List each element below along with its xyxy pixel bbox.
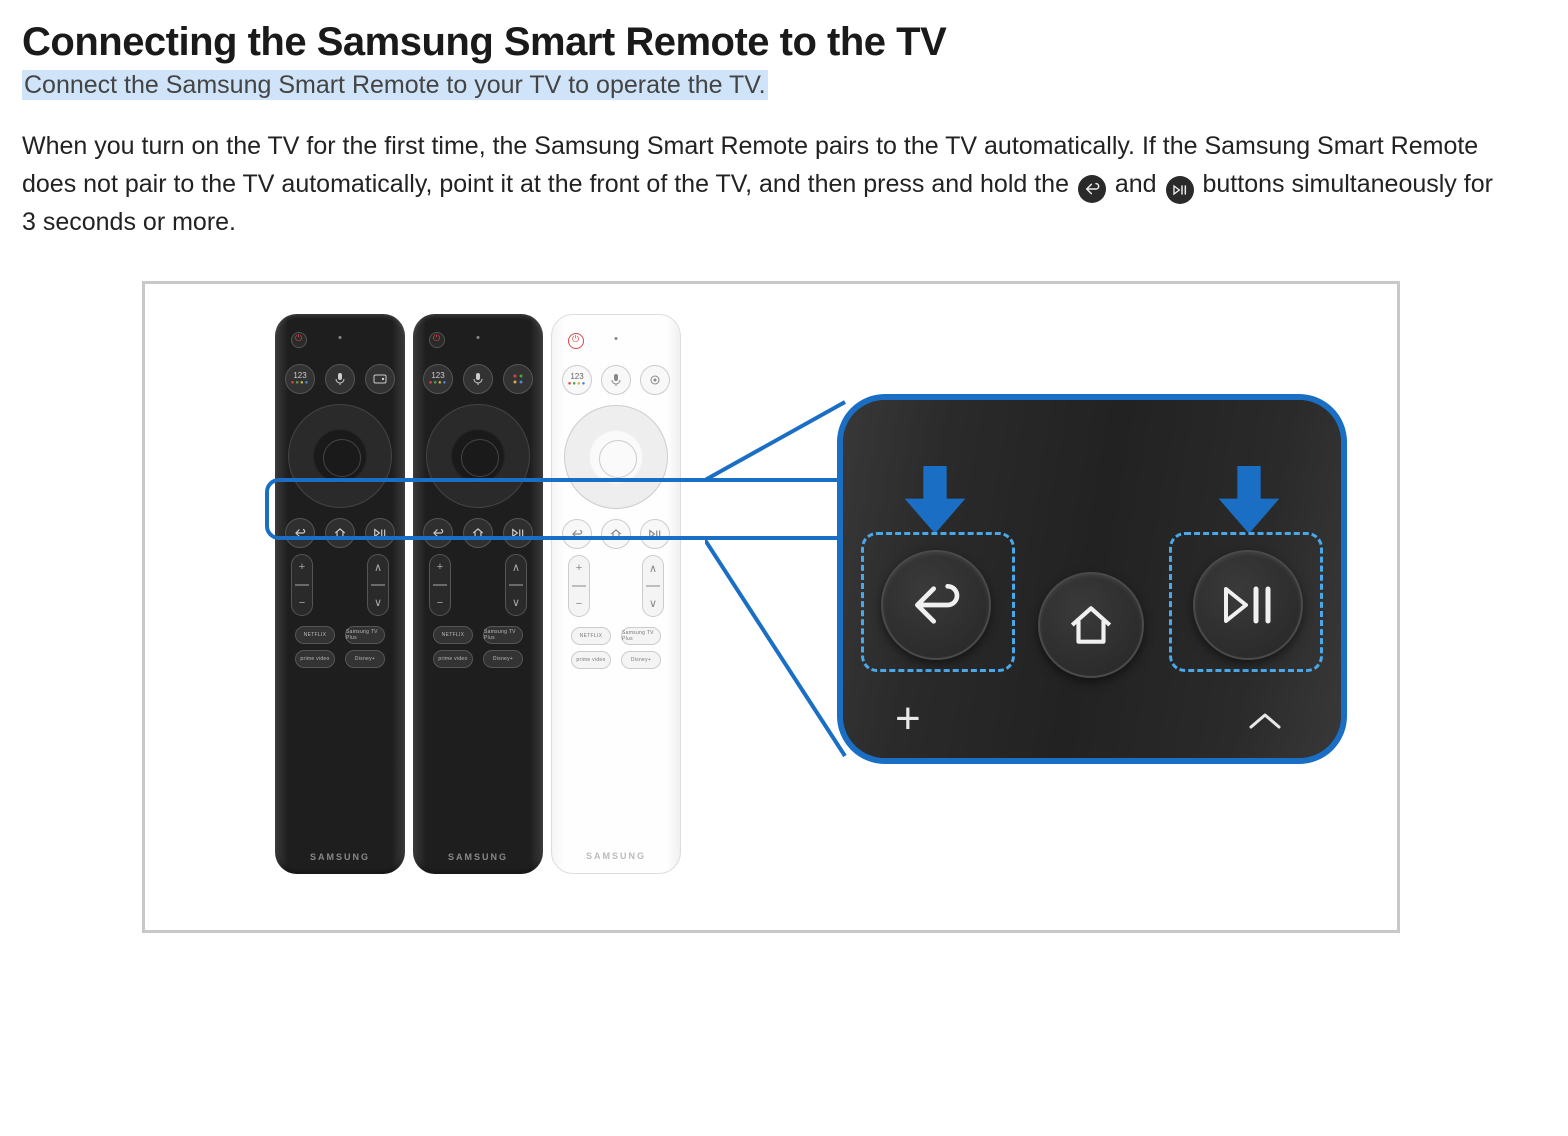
callout-zoom-bubble: + [837,394,1347,764]
app-buttons: NETFLIX Samsung TV Plus prime video Disn… [562,627,670,669]
voice-button-icon [325,364,355,394]
volume-rocker-icon: +− [568,555,590,617]
numpad-button-icon: 123 ●●●● [423,364,453,394]
play-pause-button-icon [1193,550,1303,660]
app-button: prime video [295,650,335,668]
remote-dark-2: 123 ●●●● +− ∧∨ NETFLIX Samsung TV Plus p… [413,314,543,874]
app-button: prime video [433,650,473,668]
page-title: Connecting the Samsung Smart Remote to t… [22,20,1546,65]
volume-rocker-icon: +− [429,554,451,616]
app-buttons: NETFLIX Samsung TV Plus prime video Disn… [285,626,395,668]
brand-label: SAMSUNG [448,852,508,862]
channel-rocker-icon: ∧∨ [367,554,389,616]
app-button: NETFLIX [571,627,611,645]
app-button: Disney+ [483,650,523,668]
ambient-button-icon [640,365,670,395]
page-subtitle: Connect the Samsung Smart Remote to your… [22,70,768,100]
power-button-icon [568,333,584,349]
app-button: NETFLIX [433,626,473,644]
voice-button-icon [463,364,493,394]
app-buttons: NETFLIX Samsung TV Plus prime video Disn… [423,626,533,668]
callout-source-box [265,478,865,540]
volume-rocker-icon: +− [291,554,313,616]
mic-dot-icon [477,336,480,339]
app-button: Samsung TV Plus [483,626,523,644]
instruction-paragraph: When you turn on the TV for the first ti… [22,128,1502,241]
mic-dot-icon [339,336,342,339]
home-button-icon [1038,572,1144,678]
app-button: NETFLIX [295,626,335,644]
back-button-icon [1078,175,1106,203]
extra-button-icon [365,364,395,394]
channel-rocker-icon: ∧∨ [505,554,527,616]
back-button-icon [881,550,991,660]
instruction-text-2: and [1115,170,1164,198]
chevron-up-icon [1245,709,1285,738]
app-button: Disney+ [345,650,385,668]
figure-container: 123 ●●●● +− ∧∨ NETFLIX Samsung TV Plus p… [142,281,1400,933]
power-button-icon [429,332,445,348]
power-button-icon [291,332,307,348]
remote-light: 123 ●●●● +− ∧∨ NETFLIX Samsung TV Plus p… [551,314,681,874]
brand-label: SAMSUNG [310,852,370,862]
arrow-down-icon [1213,466,1285,536]
app-button: Disney+ [621,651,661,669]
channel-rocker-icon: ∧∨ [642,555,664,617]
remote-dark-1: 123 ●●●● +− ∧∨ NETFLIX Samsung TV Plus p… [275,314,405,874]
app-button: Samsung TV Plus [621,627,661,645]
plus-icon: + [895,694,921,744]
arrow-down-icon [899,466,971,536]
play-pause-button-icon [1166,176,1194,204]
app-button: Samsung TV Plus [345,626,385,644]
voice-button-icon [601,365,631,395]
numpad-button-icon: 123 ●●●● [562,365,592,395]
color-button-icon [503,364,533,394]
app-button: prime video [571,651,611,669]
numpad-button-icon: 123 ●●●● [285,364,315,394]
brand-label: SAMSUNG [586,851,646,861]
mic-dot-icon [615,337,618,340]
